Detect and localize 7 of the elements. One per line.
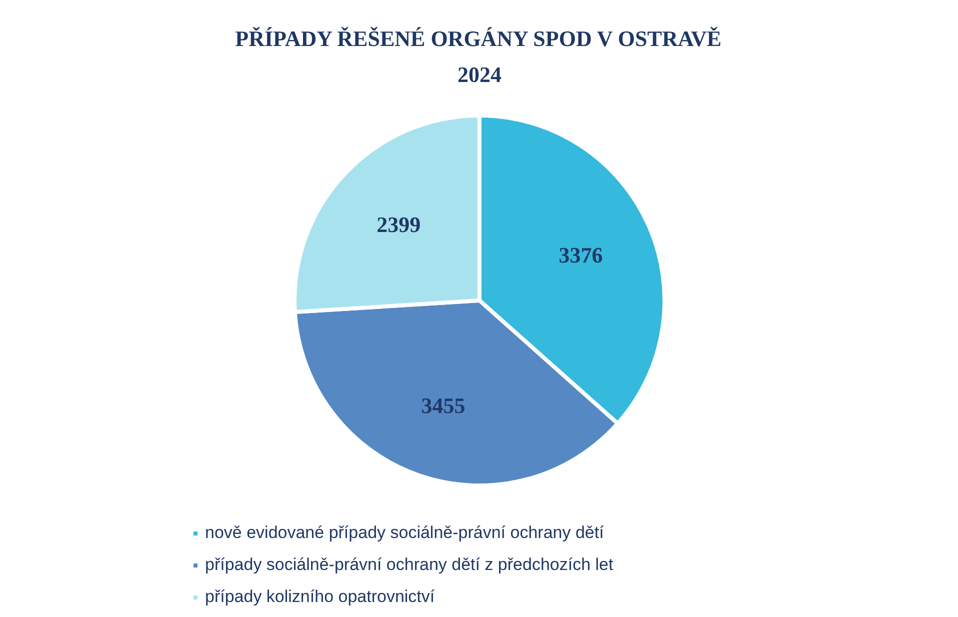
data-label: 3455 [421,392,466,418]
legend-label: případy kolizního opatrovnictví [205,587,435,607]
legend-label: nově evidované případy sociálně-právní ochrany dětí [205,523,604,543]
data-label: 2399 [376,212,421,237]
chart-title: PŘÍPADY ŘEŠENÉ ORGÁNY SPOD V OSTRAVĚ 2024 [235,26,722,87]
legend-label: případy sociálně-právní ochrany dětí z předchozích let [205,555,614,575]
data-label: 3376 [558,242,603,268]
